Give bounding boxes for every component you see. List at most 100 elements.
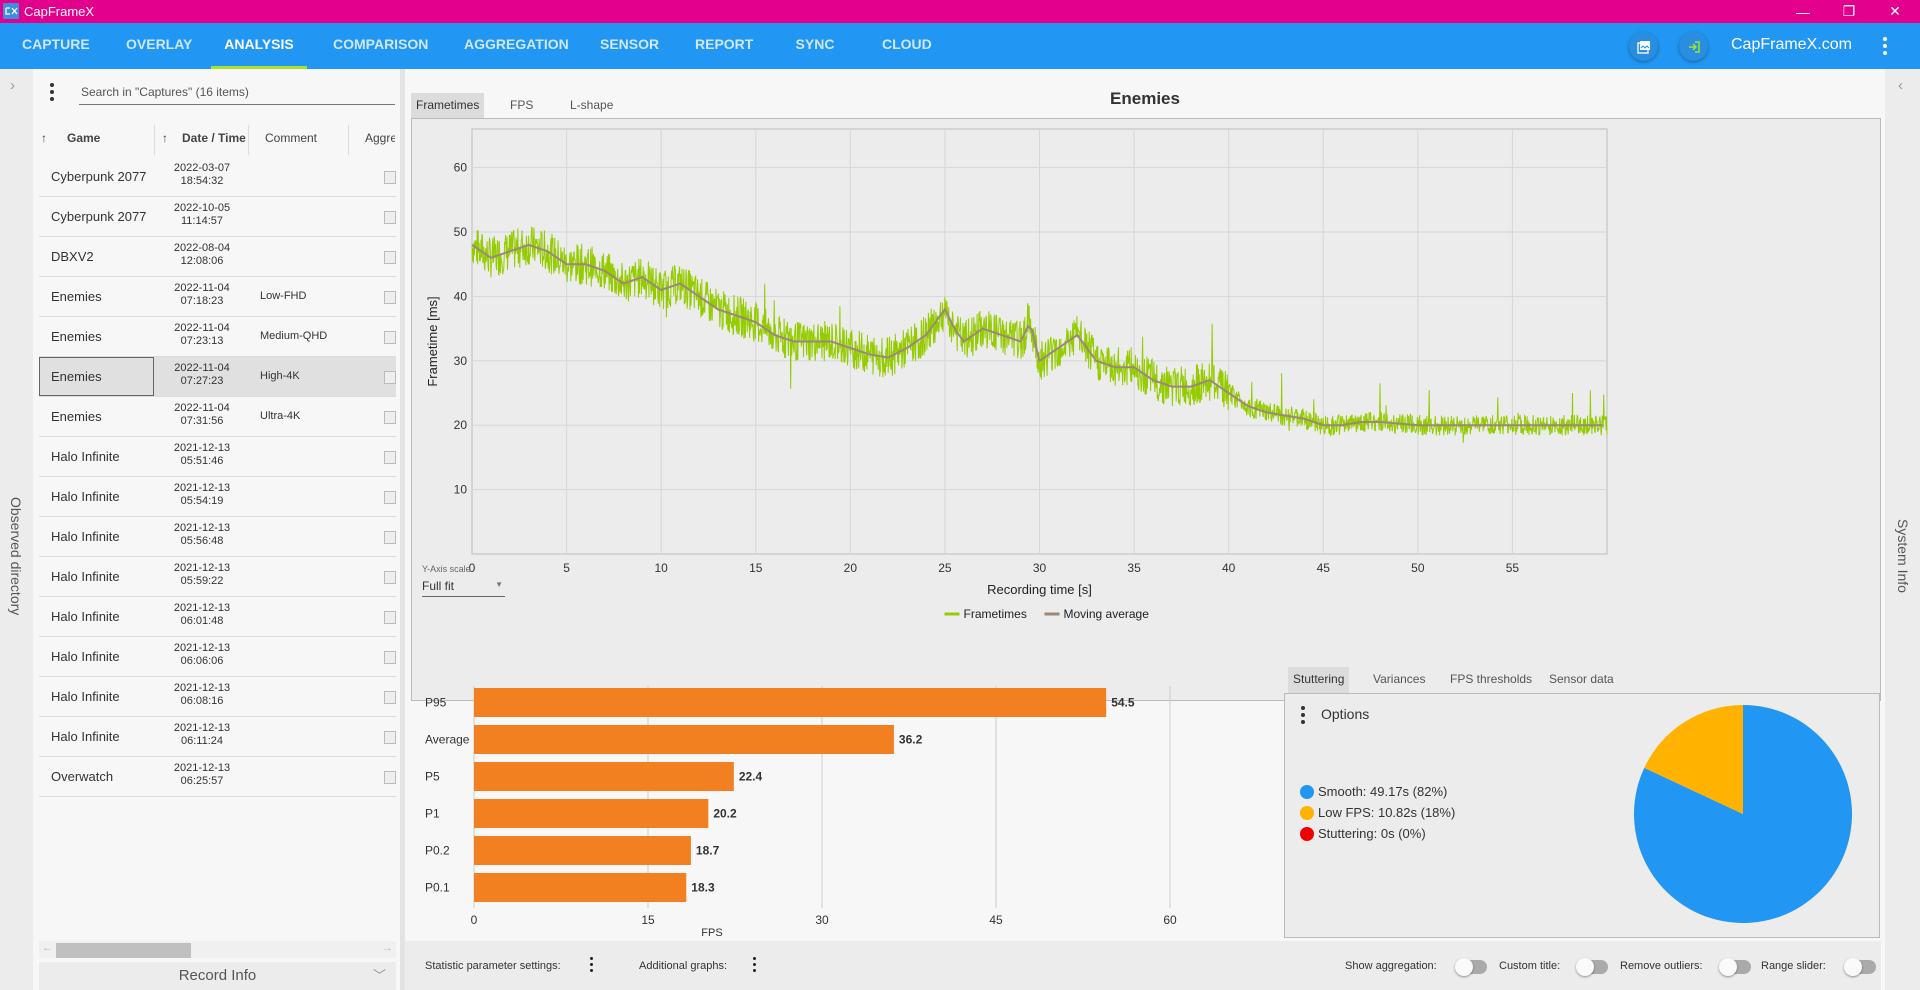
column-header-comment[interactable]: Comment xyxy=(265,131,318,145)
window-titlebar: CapFrameX — ❐ ✕ xyxy=(0,0,1920,23)
dropdown-arrow-icon: ▼ xyxy=(495,580,503,589)
captures-search-input[interactable]: Search in "Captures" (16 items) xyxy=(79,81,395,105)
aggregation-checkbox[interactable] xyxy=(384,771,396,784)
y-axis-scale-select[interactable]: Full fit ▼ xyxy=(422,577,505,597)
capture-row[interactable]: Halo Infinite 2021-12-13 06:01:48 xyxy=(39,597,396,637)
range-slider-toggle[interactable] xyxy=(1844,958,1876,976)
aggregation-checkbox[interactable] xyxy=(384,451,396,464)
aggregation-checkbox[interactable] xyxy=(384,571,396,584)
tab-cloud[interactable]: CLOUD xyxy=(882,36,932,52)
capture-row[interactable]: DBXV2 2022-08-04 12:08:06 xyxy=(39,237,396,277)
aggregation-checkbox[interactable] xyxy=(384,611,396,624)
tab-variances[interactable]: Variances xyxy=(1373,672,1426,686)
record-info-expander[interactable]: Record Info ﹀ xyxy=(39,962,396,990)
aggregation-checkbox[interactable] xyxy=(384,691,396,704)
tab-sensor[interactable]: SENSOR xyxy=(600,36,660,52)
chevron-left-icon[interactable]: ‹ xyxy=(1898,77,1903,94)
column-header-date-time[interactable]: Date / Time xyxy=(182,131,246,145)
capture-row[interactable]: Halo Infinite 2021-12-13 06:08:16 xyxy=(39,677,396,717)
aggregation-checkbox[interactable] xyxy=(384,171,396,184)
remove-outliers-toggle[interactable] xyxy=(1719,958,1751,976)
show-aggregation-toggle[interactable] xyxy=(1455,958,1487,976)
aggregation-checkbox[interactable] xyxy=(384,251,396,264)
capture-row[interactable]: Overwatch 2021-12-13 06:25:57 xyxy=(39,757,396,797)
capture-row[interactable]: Halo Infinite 2021-12-13 05:59:22 xyxy=(39,557,396,597)
close-button[interactable]: ✕ xyxy=(1872,0,1918,23)
capture-row[interactable]: Enemies 2022-11-04 07:23:13 Medium-QHD xyxy=(39,317,396,357)
scrollbar-thumb[interactable] xyxy=(56,943,191,958)
tab-comparison[interactable]: COMPARISON xyxy=(333,36,429,52)
capture-game: Halo Infinite xyxy=(51,609,120,624)
capture-time: 06:01:48 xyxy=(180,615,224,627)
aggregation-checkbox[interactable] xyxy=(384,731,396,744)
capture-row[interactable]: Enemies 2022-11-04 07:27:23 High-4K xyxy=(39,357,396,397)
tab-report[interactable]: REPORT xyxy=(695,36,754,52)
column-divider[interactable] xyxy=(154,125,155,155)
capture-row[interactable]: Cyberpunk 2077 2022-10-05 11:14:57 xyxy=(39,197,396,237)
bar-category-label: P1 xyxy=(425,807,440,821)
options-menu-icon[interactable] xyxy=(1301,706,1305,724)
horizontal-scrollbar[interactable]: ← → xyxy=(39,941,396,958)
aggregation-checkbox[interactable] xyxy=(384,371,396,384)
screenshot-button[interactable] xyxy=(1629,32,1658,61)
observed-directory-drawer[interactable]: › Observed directory xyxy=(0,69,33,990)
capture-row[interactable]: Enemies 2022-11-04 07:18:23 Low-FHD xyxy=(39,277,396,317)
aggregation-checkbox[interactable] xyxy=(384,651,396,664)
aggregation-checkbox[interactable] xyxy=(384,331,396,344)
tab-stuttering[interactable]: Stuttering xyxy=(1288,667,1350,693)
capture-row[interactable]: Halo Infinite 2021-12-13 06:11:24 xyxy=(39,717,396,757)
aggregation-checkbox[interactable] xyxy=(384,531,396,544)
system-info-drawer[interactable]: ‹ System Info xyxy=(1885,69,1920,990)
capture-comment: Low-FHD xyxy=(260,290,307,302)
frametime-chart[interactable]: 0 5 10 15 20 25 30 35 40 45 50 55 10 20 30 40 50 60 Record… xyxy=(412,119,1882,702)
tab-l-shape[interactable]: L-shape xyxy=(570,98,614,112)
x-tick-label: 30 xyxy=(815,913,829,927)
aggregation-checkbox[interactable] xyxy=(384,291,396,304)
capture-row[interactable]: Halo Infinite 2021-12-13 06:06:06 xyxy=(39,637,396,677)
minimize-button[interactable]: — xyxy=(1780,0,1826,23)
capture-row[interactable]: Enemies 2022-11-04 07:31:56 Ultra-4K xyxy=(39,397,396,437)
tab-capture[interactable]: CAPTURE xyxy=(22,36,90,52)
scroll-right-icon[interactable]: → xyxy=(382,942,393,954)
tab-sensor-data[interactable]: Sensor data xyxy=(1549,672,1614,686)
aggregation-checkbox[interactable] xyxy=(384,411,396,424)
statistic-settings-menu-icon[interactable] xyxy=(590,957,593,972)
panel-splitter[interactable] xyxy=(400,69,405,990)
capture-date: 2021-12-13 xyxy=(173,762,231,774)
restore-button[interactable]: ❐ xyxy=(1826,0,1872,23)
aggregation-checkbox[interactable] xyxy=(384,491,396,504)
additional-graphs-menu-icon[interactable] xyxy=(753,957,756,972)
capframex-website-link[interactable]: CapFrameX.com xyxy=(1731,36,1852,53)
capture-datetime: 2022-10-05 11:14:57 xyxy=(147,202,257,228)
scroll-left-icon[interactable]: ← xyxy=(42,942,53,954)
login-button[interactable] xyxy=(1679,32,1708,61)
options-label[interactable]: Options xyxy=(1321,706,1370,722)
tab-frametimes[interactable]: Frametimes xyxy=(411,93,485,118)
tab-aggregation[interactable]: AGGREGATION xyxy=(464,36,569,52)
legend-stuttering: Stuttering: 0s (0%) xyxy=(1300,826,1426,841)
tab-analysis[interactable]: ANALYSIS xyxy=(211,23,307,69)
capture-row[interactable]: Halo Infinite 2021-12-13 05:56:48 xyxy=(39,517,396,557)
capture-row[interactable]: Halo Infinite 2021-12-13 05:54:19 xyxy=(39,477,396,517)
x-axis-title: Recording time [s] xyxy=(987,582,1092,597)
column-divider[interactable] xyxy=(348,125,349,155)
capture-row[interactable]: Cyberpunk 2077 2022-03-07 18:54:32 xyxy=(39,157,396,197)
column-header-game[interactable]: Game xyxy=(67,131,101,145)
close-icon: ✕ xyxy=(1889,3,1901,19)
x-tick-label: 30 xyxy=(1033,561,1047,575)
column-header-aggregation[interactable]: Aggre xyxy=(365,131,395,145)
kebab-menu-icon[interactable] xyxy=(1883,37,1887,55)
aggregation-checkbox[interactable] xyxy=(384,211,396,224)
capture-date: 2022-11-04 xyxy=(174,362,230,374)
tab-fps-thresholds[interactable]: FPS thresholds xyxy=(1450,672,1533,686)
captures-menu-icon[interactable] xyxy=(50,83,54,101)
tab-sync[interactable]: SYNC xyxy=(795,36,835,52)
custom-title-toggle[interactable] xyxy=(1576,958,1608,976)
frametime-chart-panel: 0 5 10 15 20 25 30 35 40 45 50 55 10 20 30 40 50 60 Record… xyxy=(411,118,1881,701)
tab-overlay[interactable]: OVERLAY xyxy=(126,36,193,52)
tab-fps[interactable]: FPS xyxy=(510,98,534,112)
y-axis-title: Frametime [ms] xyxy=(425,296,440,386)
capture-row[interactable]: Halo Infinite 2021-12-13 05:51:46 xyxy=(39,437,396,477)
chevron-right-icon[interactable]: › xyxy=(10,77,15,94)
column-divider[interactable] xyxy=(248,125,249,155)
